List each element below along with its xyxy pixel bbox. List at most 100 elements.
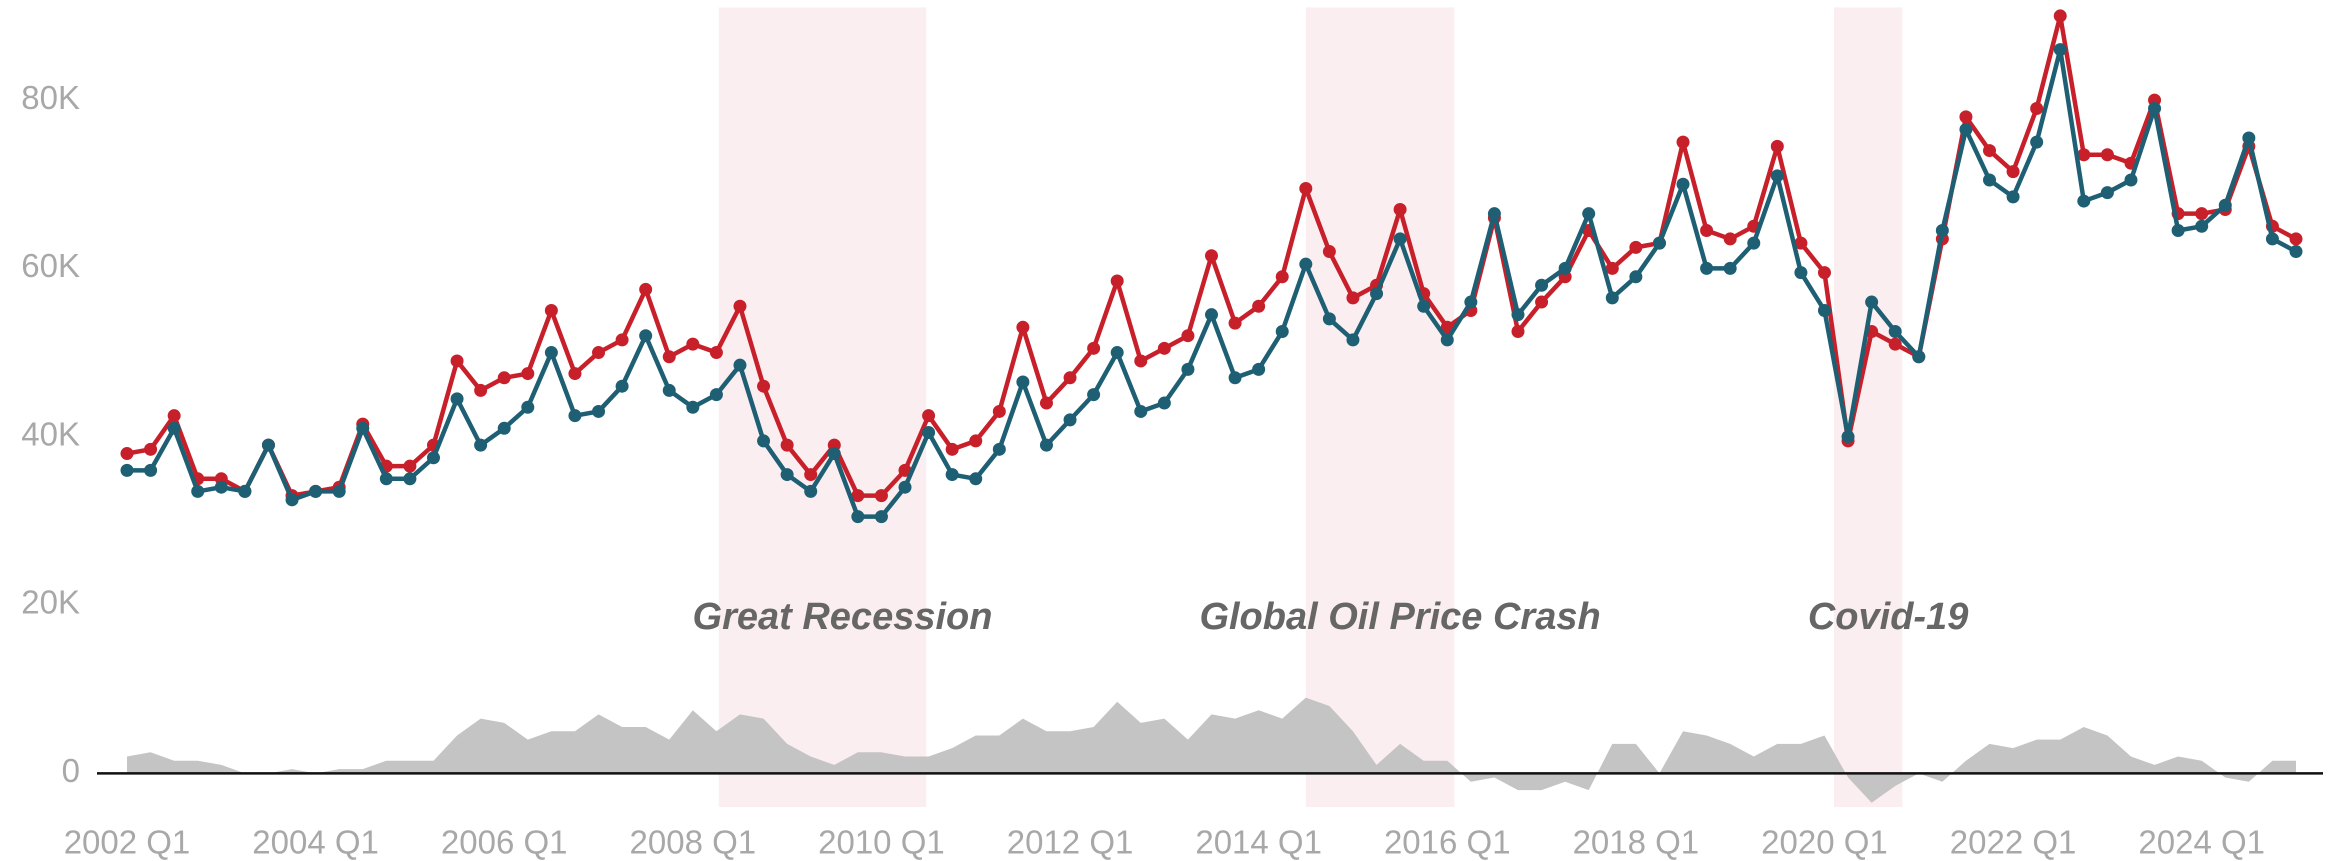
series-point: [1817, 303, 1831, 317]
series-point: [120, 447, 134, 461]
series-point: [804, 484, 818, 498]
series-point: [332, 484, 346, 498]
series-point: [1393, 232, 1407, 246]
series-point: [1912, 350, 1926, 364]
series-point: [285, 493, 299, 507]
series-point: [1063, 371, 1077, 385]
series-point: [969, 434, 983, 448]
series-point: [2265, 232, 2279, 246]
series-point: [238, 484, 252, 498]
series-point: [1676, 177, 1690, 191]
series-point: [1016, 375, 1030, 389]
series-point: [2289, 245, 2303, 259]
series-point: [615, 379, 629, 393]
series-point: [2077, 194, 2091, 208]
series-point: [1487, 207, 1501, 221]
series-point: [568, 367, 582, 381]
series-point: [1983, 173, 1997, 187]
x-tick-label: 2014 Q1: [1195, 824, 1322, 861]
series-point: [2100, 148, 2114, 162]
series-point: [1841, 430, 1855, 444]
event-span: [1305, 7, 1455, 807]
series-point: [2077, 148, 2091, 162]
series-point: [1888, 337, 1902, 351]
series-point: [1110, 346, 1124, 360]
series-point: [686, 337, 700, 351]
series-point: [474, 438, 488, 452]
series-point: [1252, 362, 1266, 376]
series-point: [450, 354, 464, 368]
series-point: [1558, 261, 1572, 275]
event-label: Covid-19: [1808, 596, 1968, 638]
series-point: [2100, 186, 2114, 200]
series-point: [167, 421, 181, 435]
series-point: [1181, 329, 1195, 343]
series-point: [2006, 165, 2020, 179]
event-span: [718, 7, 927, 807]
x-tick-label: 2016 Q1: [1384, 824, 1511, 861]
series-point: [1228, 371, 1242, 385]
series-point: [403, 459, 417, 473]
series-point: [662, 350, 676, 364]
series-point: [1205, 308, 1218, 322]
series-point: [2195, 219, 2209, 233]
x-tick-label: 2024 Q1: [2138, 824, 2265, 861]
x-tick-label: 2004 Q1: [252, 824, 379, 861]
series-point: [874, 489, 888, 503]
series-point: [1393, 202, 1407, 216]
series-point: [1039, 396, 1053, 410]
series-point: [144, 463, 158, 477]
series-point: [544, 303, 558, 317]
series-point: [1723, 261, 1737, 275]
series-point: [1228, 316, 1242, 330]
x-tick-label: 2006 Q1: [441, 824, 568, 861]
series-point: [1676, 135, 1690, 149]
series-point: [1134, 354, 1148, 368]
series-point: [2218, 198, 2232, 212]
series-point: [1865, 295, 1879, 309]
series-point: [1063, 413, 1077, 427]
series-point: [214, 480, 228, 494]
series-point: [733, 299, 747, 313]
series-point: [969, 472, 983, 486]
x-tick-label: 2008 Q1: [630, 824, 757, 861]
series-point: [497, 371, 511, 385]
series-point: [1370, 287, 1384, 301]
series-point: [2030, 101, 2044, 115]
series-point: [1299, 257, 1313, 271]
series-point: [379, 472, 393, 486]
series-point: [992, 404, 1006, 418]
series-point: [120, 463, 134, 477]
series-point: [1417, 299, 1431, 313]
series-point: [1346, 333, 1360, 347]
event-label: Great Recession: [693, 596, 993, 638]
series-point: [898, 463, 912, 477]
series-point: [1629, 270, 1643, 284]
series-point: [1747, 236, 1761, 250]
series-point: [874, 510, 888, 524]
series-point: [1205, 249, 1218, 263]
series-point: [1652, 236, 1666, 250]
series-point: [544, 346, 558, 360]
series-point: [2053, 43, 2067, 57]
series-point: [757, 434, 771, 448]
series-point: [1794, 236, 1808, 250]
y-tick-label: 40K: [21, 415, 80, 452]
series-point: [403, 472, 417, 486]
series-point: [1440, 333, 1454, 347]
series-point: [1605, 291, 1619, 305]
series-point: [1016, 320, 1030, 334]
series-point: [191, 484, 205, 498]
series-point: [1582, 207, 1596, 221]
y-tick-label: 60K: [21, 247, 80, 284]
series-point: [309, 484, 323, 498]
y-tick-label: 20K: [21, 584, 80, 621]
series-point: [2289, 232, 2303, 246]
series-point: [1322, 312, 1336, 326]
x-tick-label: 2010 Q1: [818, 824, 945, 861]
series-point: [804, 468, 818, 482]
series-point: [1770, 139, 1784, 153]
series-point: [615, 333, 629, 347]
series-point: [356, 421, 370, 435]
